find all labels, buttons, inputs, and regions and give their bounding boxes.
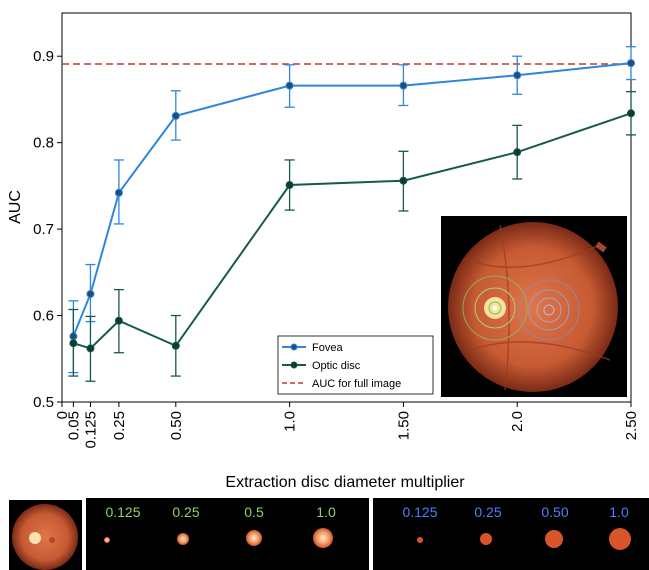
data-point: [86, 344, 95, 353]
data-point: [627, 59, 635, 68]
data-point: [171, 341, 180, 350]
data-point: [86, 289, 95, 298]
y-axis: 0.5 0.6 0.7 0.8 0.9: [33, 48, 62, 411]
y-axis-title: AUC: [7, 190, 24, 224]
x-tick-label: 2.50: [623, 411, 640, 440]
legend: Fovea Optic disc AUC for full image: [277, 335, 434, 395]
data-point: [285, 81, 294, 90]
x-tick-label: 0.25: [111, 411, 128, 440]
data-point: [69, 339, 78, 348]
data-point: [399, 176, 408, 185]
thumbnail-strip: 0.125 0.25 0.5 1.0 0.125 0.25 0.50 1.0: [0, 498, 649, 570]
data-point: [114, 316, 123, 325]
x-tick-label: 1.50: [395, 411, 412, 440]
strip-label-blue-1: 0.125: [402, 504, 437, 520]
x-axis-title: Extraction disc diameter multiplier: [225, 474, 465, 491]
y-tick-label: 0.5: [33, 394, 54, 411]
x-axis: 00.05 0.125 0.25 0.50 1.0 1.50 2.0 2.50: [54, 402, 640, 449]
y-tick-label: 0.9: [33, 48, 54, 65]
series-line: [72, 62, 632, 337]
legend-label-fovea: Fovea: [312, 342, 343, 354]
y-tick-label: 0.6: [33, 308, 54, 325]
strip-label-blue-4: 1.0: [609, 504, 629, 520]
x-tick-label: 0.125: [82, 411, 99, 449]
data-point: [171, 111, 180, 120]
x-tick-label: 0: [54, 411, 71, 419]
strip-label-green-2: 0.25: [172, 504, 199, 520]
strip-label-blue-2: 0.25: [474, 504, 501, 520]
strip-label-blue-3: 0.50: [541, 504, 568, 520]
strip-label-green-3: 0.5: [244, 504, 264, 520]
data-point: [627, 109, 635, 118]
data-point: [399, 81, 408, 90]
x-tick-label: 2.0: [509, 411, 526, 432]
legend-label-optic-disc: Optic disc: [312, 360, 361, 372]
series-optic-disc: [68, 91, 636, 382]
series-line: [73, 112, 632, 350]
data-point: [285, 181, 294, 190]
x-tick-label: 0.05: [65, 411, 82, 440]
x-tick-label: 1.0: [282, 411, 299, 432]
fundus-inset-image: [441, 216, 627, 397]
series-layer: [68, 46, 636, 382]
y-tick-label: 0.8: [33, 135, 54, 152]
x-tick-label: 0.50: [168, 411, 185, 440]
series-fovea: [68, 46, 636, 374]
strip-label-green-4: 1.0: [316, 504, 336, 520]
data-point: [114, 188, 123, 197]
legend-label-full-image: AUC for full image: [312, 378, 401, 390]
data-point: [513, 148, 522, 157]
y-tick-label: 0.7: [33, 221, 54, 238]
data-point: [513, 71, 522, 80]
strip-label-green-1: 0.125: [105, 504, 140, 520]
